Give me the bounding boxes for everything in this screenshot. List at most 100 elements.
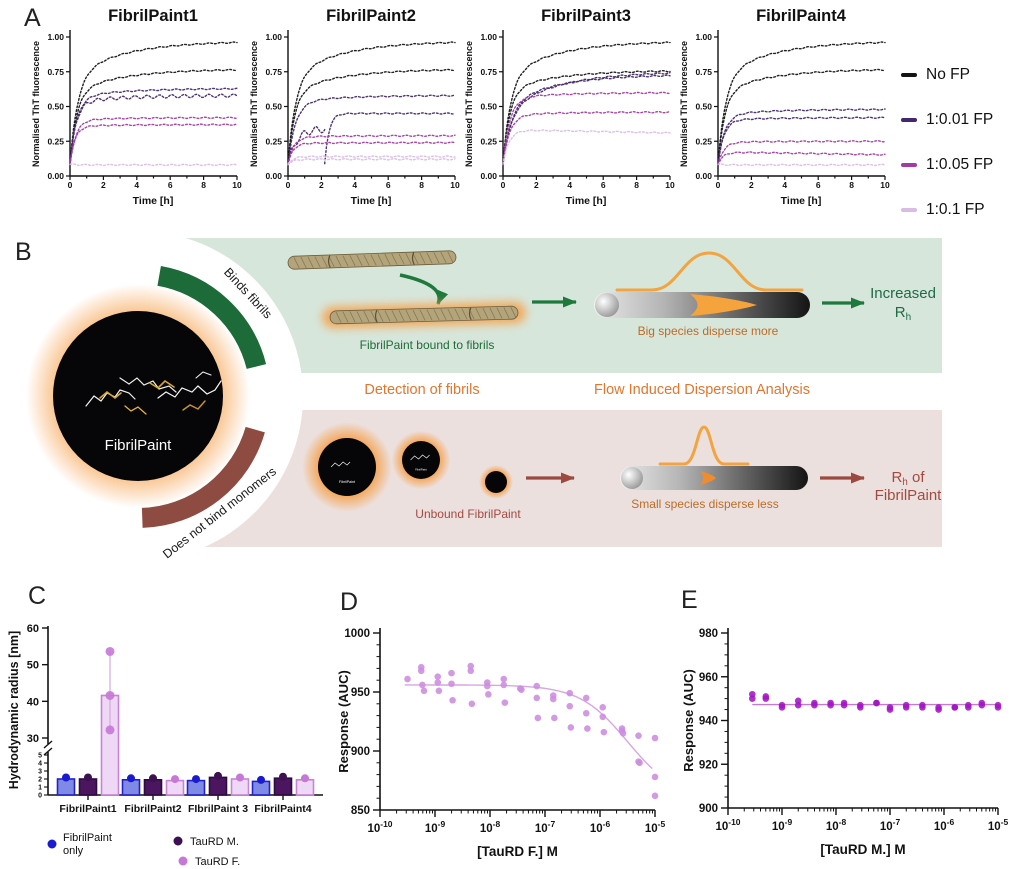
x-tick-label: 10-9 xyxy=(425,819,446,835)
data-point xyxy=(485,691,492,698)
data-point xyxy=(749,695,756,702)
y-axis-label: Hydrodynamic radius [nm] xyxy=(7,631,21,789)
mini-label: FibrilPaint xyxy=(415,467,427,471)
plot-title: FibrilPaint1 xyxy=(108,7,198,25)
data-point xyxy=(651,773,659,781)
data-point xyxy=(827,701,834,709)
x-tick-label: 4 xyxy=(567,180,572,190)
data-point xyxy=(420,687,428,695)
y-tick-label: 0.25 xyxy=(695,136,712,146)
data-point xyxy=(483,682,491,690)
mini-label: FibrilPaint xyxy=(339,480,355,484)
molecule-structure xyxy=(85,371,222,415)
bound-caption: FibrilPaint bound to fibrils xyxy=(360,338,495,352)
data-point xyxy=(448,680,455,688)
data-point xyxy=(566,702,574,710)
curve-No FP xyxy=(69,41,238,165)
curve-No FP xyxy=(502,41,671,165)
small-species-caption: Small species disperse less xyxy=(631,497,778,511)
data-point xyxy=(599,713,607,721)
data-point xyxy=(468,700,476,708)
x-tick-label: 10-6 xyxy=(590,819,611,835)
curve-No FP xyxy=(502,70,671,165)
y-tick-label: 2 xyxy=(38,777,42,784)
curve-1:0.05 FP xyxy=(717,139,886,165)
y-tick-label: 0.00 xyxy=(695,171,712,181)
y-tick-label: 1 xyxy=(38,785,42,792)
x-tick-label: 6 xyxy=(386,180,391,190)
x-tick-label: 10-10 xyxy=(367,819,392,835)
result-increased-rh: Increased xyxy=(870,285,936,302)
data-point xyxy=(448,669,455,677)
curve-No FP xyxy=(717,68,886,165)
data-point xyxy=(584,725,591,732)
curve-1:0.05 FP xyxy=(69,116,238,165)
y-tick-label: 850 xyxy=(351,805,370,817)
data-point xyxy=(434,679,442,686)
y-tick-label: 950 xyxy=(351,687,370,699)
fit-curve xyxy=(404,684,653,770)
data-point xyxy=(214,771,222,780)
fibril xyxy=(287,250,457,270)
x-tick-label: 0 xyxy=(286,180,291,190)
data-point xyxy=(301,774,309,783)
plot-title: FibrilPaint4 xyxy=(756,7,847,25)
x-tick-label: 2 xyxy=(101,180,106,190)
data-point xyxy=(636,759,643,767)
data-point xyxy=(449,696,456,704)
y-tick-label: 0.50 xyxy=(265,102,282,112)
curve-1:0.01 FP xyxy=(502,72,671,166)
x-tick-label: 4 xyxy=(782,180,787,190)
category-label: FibrilPaint2 xyxy=(124,803,181,815)
data-point xyxy=(794,701,802,709)
data-point xyxy=(635,732,642,739)
data-point xyxy=(84,773,92,782)
data-point xyxy=(762,695,770,702)
bar-TauRD M. xyxy=(273,777,293,796)
big-species-caption: Big species disperse more xyxy=(638,324,779,338)
kinetics-plot-FibrilPaint3: FibrilPaint3 0.00 0.25 0.50 0.75 1.00 0 2 4 6 8 10 T… xyxy=(464,7,675,207)
x-tick-label: 10-7 xyxy=(880,817,901,833)
data-point xyxy=(149,774,157,783)
legend-item: 1:0.01 FP xyxy=(901,97,1023,142)
x-tick-label: 4 xyxy=(134,180,139,190)
y-tick-label: 0.75 xyxy=(695,67,712,77)
y-tick-label: 980 xyxy=(699,628,718,640)
data-point xyxy=(192,775,200,784)
data-point xyxy=(105,725,115,735)
hub-label: FibrilPaint xyxy=(105,437,173,454)
x-tick-label: 2 xyxy=(749,180,754,190)
data-point xyxy=(518,686,525,693)
y-axis-label: Response (AUC) xyxy=(336,670,351,773)
data-point xyxy=(500,681,508,689)
axis-break-mark xyxy=(43,740,53,749)
dispersed-plume xyxy=(690,294,757,316)
data-point xyxy=(236,773,244,782)
y-tick-label: 1.00 xyxy=(47,32,64,42)
data-point xyxy=(811,701,818,709)
y-tick-label: 4 xyxy=(38,761,42,768)
kinetics-plot-FibrilPaint4: FibrilPaint4 0.00 0.25 0.50 0.75 1.00 0 2 4 6 8 10 T… xyxy=(679,7,890,207)
y-axis-label: Normalised ThT fluorescence xyxy=(464,41,474,167)
panel-e-dose-response-monomers: 900 920 940 960 980 10-10 10-9 10-8 10-7 10-6 10-5… xyxy=(681,628,1008,857)
legend-dash-marker xyxy=(901,117,917,122)
curve-1:0.01 FP xyxy=(324,112,456,165)
unbound-fibrilpaint-circle xyxy=(402,441,440,479)
narrow-peak-curve xyxy=(658,425,750,466)
data-point xyxy=(549,695,557,703)
data-point xyxy=(501,699,509,706)
curve-1:0.1 FP xyxy=(287,158,456,166)
curve-1:0.01 FP xyxy=(69,87,238,166)
data-point xyxy=(599,704,607,711)
x-tick-label: 0 xyxy=(716,180,721,190)
legend-label: 1:0.05 FP xyxy=(926,155,994,173)
data-point xyxy=(978,701,986,709)
panel-label-b: B xyxy=(15,238,32,266)
x-tick-label: 0 xyxy=(501,180,506,190)
x-axis-label: Time [h] xyxy=(566,195,607,207)
x-tick-label: 2 xyxy=(534,180,539,190)
y-tick-label: 1.00 xyxy=(695,32,712,42)
column-title-detection: Detection of fibrils xyxy=(364,382,479,398)
